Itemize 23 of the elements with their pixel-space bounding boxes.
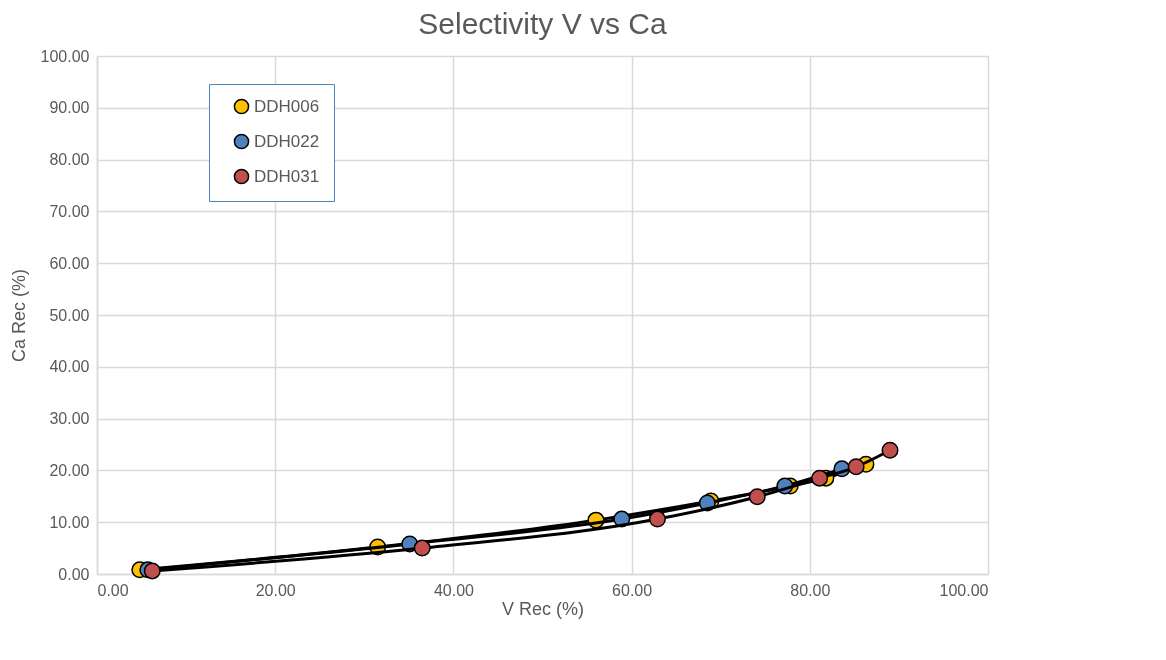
x-tick-label: 20.00 [255, 581, 296, 599]
x-tick-label: 40.00 [433, 581, 475, 599]
y-tick-label: 30.00 [49, 410, 90, 428]
y-tick-label: 40.00 [49, 358, 90, 376]
y-tick-label: 70.00 [49, 202, 90, 220]
y-tick-label: 50.00 [49, 306, 90, 324]
x-tick-label: 100.00 [939, 581, 989, 599]
y-tick-label: 60.00 [49, 254, 90, 272]
legend-label: DDH006 [254, 96, 320, 116]
y-tick-label: 20.00 [49, 461, 90, 479]
x-tick-label: 60.00 [612, 581, 653, 599]
x-tick-label: 80.00 [790, 581, 831, 599]
x-tick-label: 0.00 [97, 581, 129, 599]
y-axis-title: Ca Rec (%) [8, 268, 29, 363]
chart-title: Selectivity V vs Ca [418, 7, 668, 40]
y-tick-label: 100.00 [40, 47, 90, 65]
y-tick-label: 0.00 [58, 565, 90, 583]
x-axis-title: V Rec (%) [501, 598, 585, 619]
y-tick-label: 10.00 [49, 513, 90, 531]
y-tick-label: 80.00 [49, 151, 90, 169]
y-tick-label: 90.00 [49, 99, 90, 117]
legend-label: DDH031 [254, 166, 320, 186]
legend-label: DDH022 [254, 131, 320, 151]
